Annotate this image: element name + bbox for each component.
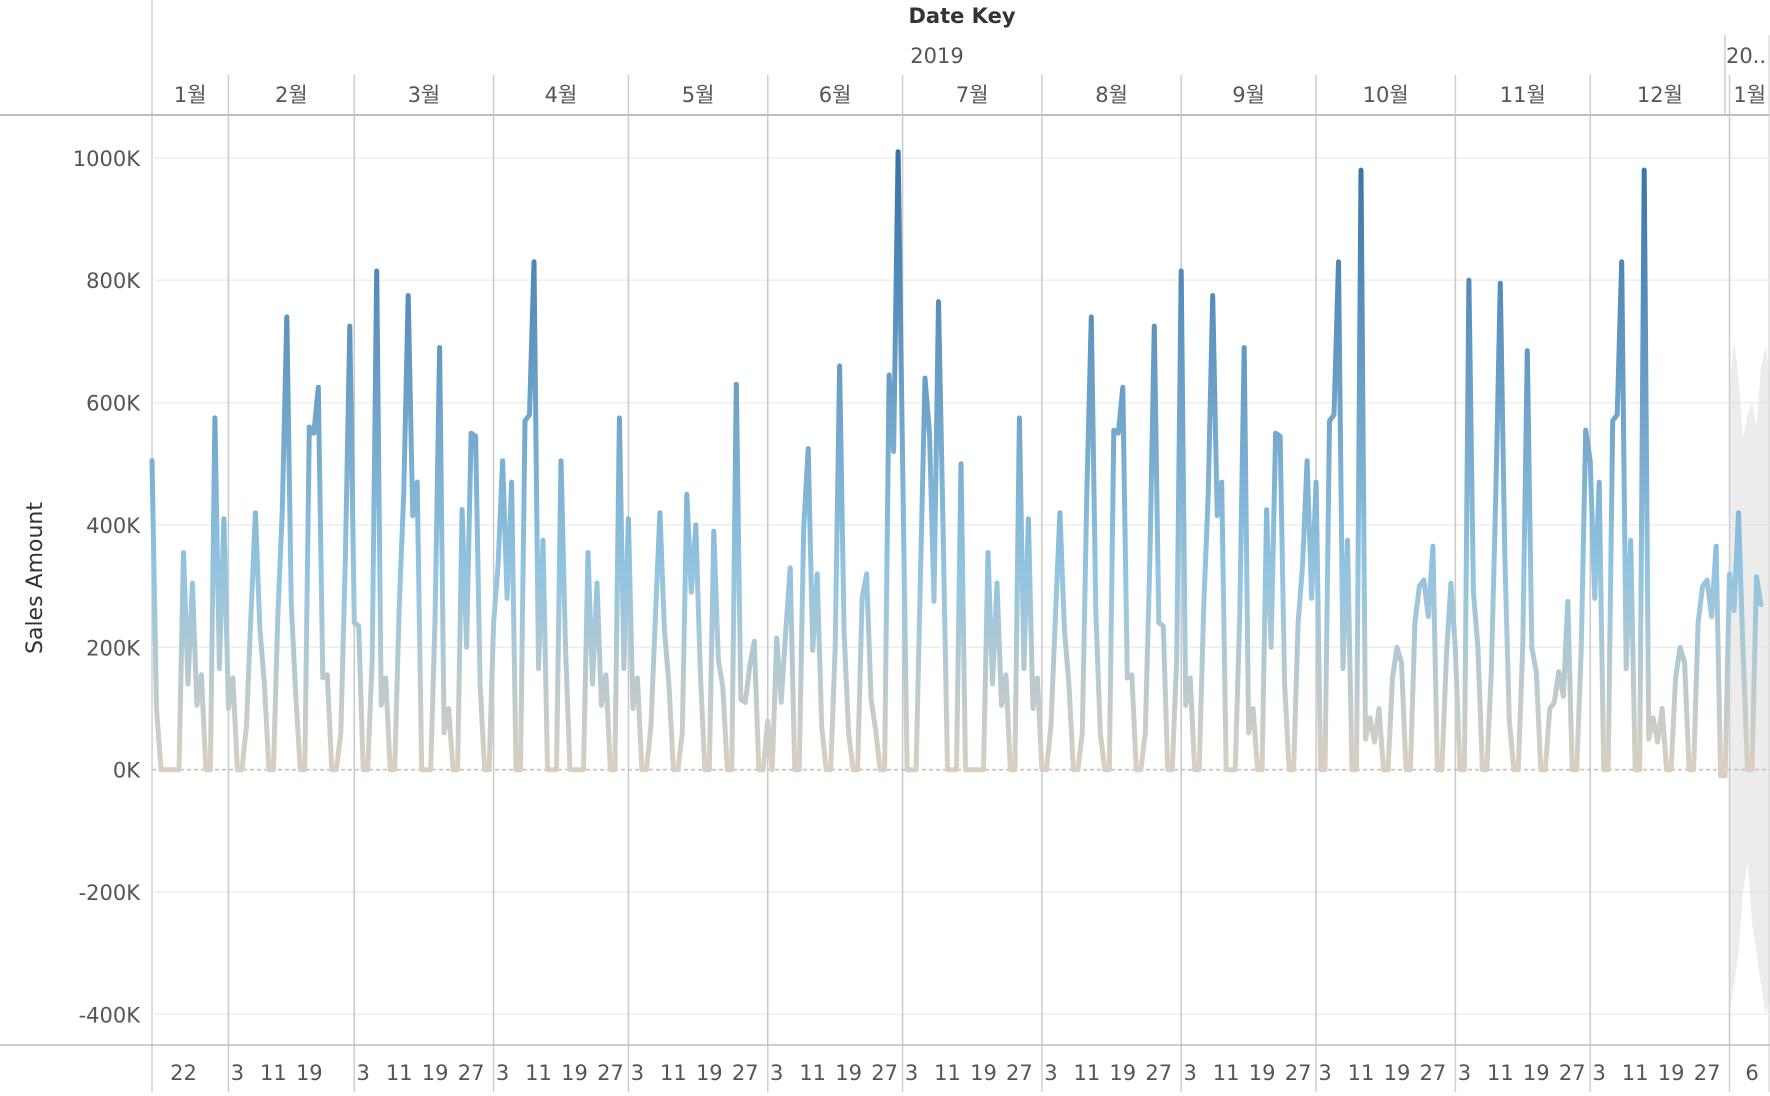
y-tick-label: 200K bbox=[86, 636, 141, 660]
forecast-band bbox=[1729, 341, 1770, 1015]
x-tick-label: 3 bbox=[357, 1061, 370, 1085]
x-tick-label: 27 bbox=[1420, 1061, 1447, 1085]
x-tick-label: 27 bbox=[1559, 1061, 1586, 1085]
y-tick-label: 400K bbox=[86, 514, 141, 538]
x-tick-label: 3 bbox=[631, 1061, 644, 1085]
x-tick-label: 19 bbox=[696, 1061, 723, 1085]
x-tick-label: 11 bbox=[386, 1061, 413, 1085]
x-tick-label: 27 bbox=[1694, 1061, 1721, 1085]
date-key-header: Date Key bbox=[908, 4, 1015, 28]
x-tick-label: 11 bbox=[260, 1061, 287, 1085]
x-tick-label: 27 bbox=[1145, 1061, 1172, 1085]
x-tick-label: 3 bbox=[231, 1061, 244, 1085]
month-label: 6월 bbox=[819, 83, 852, 107]
x-tick-label: 3 bbox=[770, 1061, 783, 1085]
x-tick-label: 3 bbox=[1184, 1061, 1197, 1085]
y-tick-label: 1000K bbox=[73, 147, 141, 171]
x-tick-label: 11 bbox=[525, 1061, 552, 1085]
x-tick-label: 3 bbox=[1318, 1061, 1331, 1085]
x-tick-label: 3 bbox=[905, 1061, 918, 1085]
x-tick-label: 19 bbox=[835, 1061, 862, 1085]
x-tick-label: 11 bbox=[1622, 1061, 1649, 1085]
x-tick-label: 27 bbox=[458, 1061, 485, 1085]
x-tick-label: 11 bbox=[934, 1061, 961, 1085]
x-tick-label: 19 bbox=[970, 1061, 997, 1085]
x-tick-label: 11 bbox=[1348, 1061, 1375, 1085]
x-tick-label: 6 bbox=[1745, 1061, 1758, 1085]
x-tick-label: 27 bbox=[732, 1061, 759, 1085]
x-tick-label: 22 bbox=[170, 1061, 197, 1085]
y-axis-title: Sales Amount bbox=[23, 502, 48, 654]
y-tick-label: -200K bbox=[79, 881, 142, 905]
x-tick-label: 27 bbox=[871, 1061, 898, 1085]
x-tick-label: 3 bbox=[1593, 1061, 1606, 1085]
x-tick-label: 19 bbox=[296, 1061, 323, 1085]
y-axis: Sales Amount bbox=[23, 115, 153, 1092]
x-tick-label: 27 bbox=[1006, 1061, 1033, 1085]
x-tick-label: 19 bbox=[1523, 1061, 1550, 1085]
month-label: 4월 bbox=[545, 83, 578, 107]
forecast-confidence-band bbox=[1729, 341, 1770, 1015]
month-label: 5월 bbox=[682, 83, 715, 107]
month-label: 7월 bbox=[956, 83, 989, 107]
x-tick-label: 11 bbox=[660, 1061, 687, 1085]
month-label: 12월 bbox=[1637, 83, 1683, 107]
x-tick-label: 19 bbox=[561, 1061, 588, 1085]
x-tick-label: 19 bbox=[422, 1061, 449, 1085]
y-tick-label: -400K bbox=[79, 1003, 142, 1027]
x-tick-label: 19 bbox=[1109, 1061, 1136, 1085]
x-tick-label: 19 bbox=[1249, 1061, 1276, 1085]
sales-amount-line-0 bbox=[149, 149, 1764, 779]
x-tick-label: 3 bbox=[1458, 1061, 1471, 1085]
month-label: 9월 bbox=[1232, 83, 1265, 107]
x-tick-label: 27 bbox=[1285, 1061, 1312, 1085]
month-label: 1월 bbox=[1733, 83, 1766, 107]
month-label: 11월 bbox=[1500, 83, 1546, 107]
x-tick-label: 3 bbox=[1044, 1061, 1057, 1085]
y-tick-label: 0K bbox=[113, 759, 141, 783]
x-tick-label: 27 bbox=[597, 1061, 624, 1085]
x-tick-label: 11 bbox=[799, 1061, 826, 1085]
year-label-2019: 2019 bbox=[910, 44, 963, 68]
month-label: 8월 bbox=[1095, 83, 1128, 107]
month-label: 1월 bbox=[174, 83, 207, 107]
x-tick-label: 11 bbox=[1487, 1061, 1514, 1085]
y-tick-label: 800K bbox=[86, 269, 141, 293]
y-tick-label: 600K bbox=[86, 392, 141, 416]
x-tick-label: 3 bbox=[496, 1061, 509, 1085]
x-tick-label: 19 bbox=[1384, 1061, 1411, 1085]
year-label-2020: 20.. bbox=[1726, 44, 1766, 68]
x-tick-labels: 22 3 11 19 3 11 19 27 3 11 19 27 3 11 19 27 3 11 19 27 3 11 19… bbox=[170, 1061, 1759, 1085]
month-label: 2월 bbox=[275, 83, 308, 107]
x-tick-label: 11 bbox=[1073, 1061, 1100, 1085]
series-layer bbox=[149, 149, 1764, 779]
x-tick-label: 19 bbox=[1658, 1061, 1685, 1085]
y-tick-labels: -400K -200K 0K 200K 400K 600K 800K 1000K bbox=[73, 147, 141, 1028]
x-tick-label: 11 bbox=[1213, 1061, 1240, 1085]
month-header: 1월 2월 3월 4월 5월 6월 7월 8월 9월 10월 11월 12월 1월 bbox=[174, 75, 1766, 115]
month-label: 3월 bbox=[408, 83, 441, 107]
month-label: 10월 bbox=[1363, 83, 1409, 107]
